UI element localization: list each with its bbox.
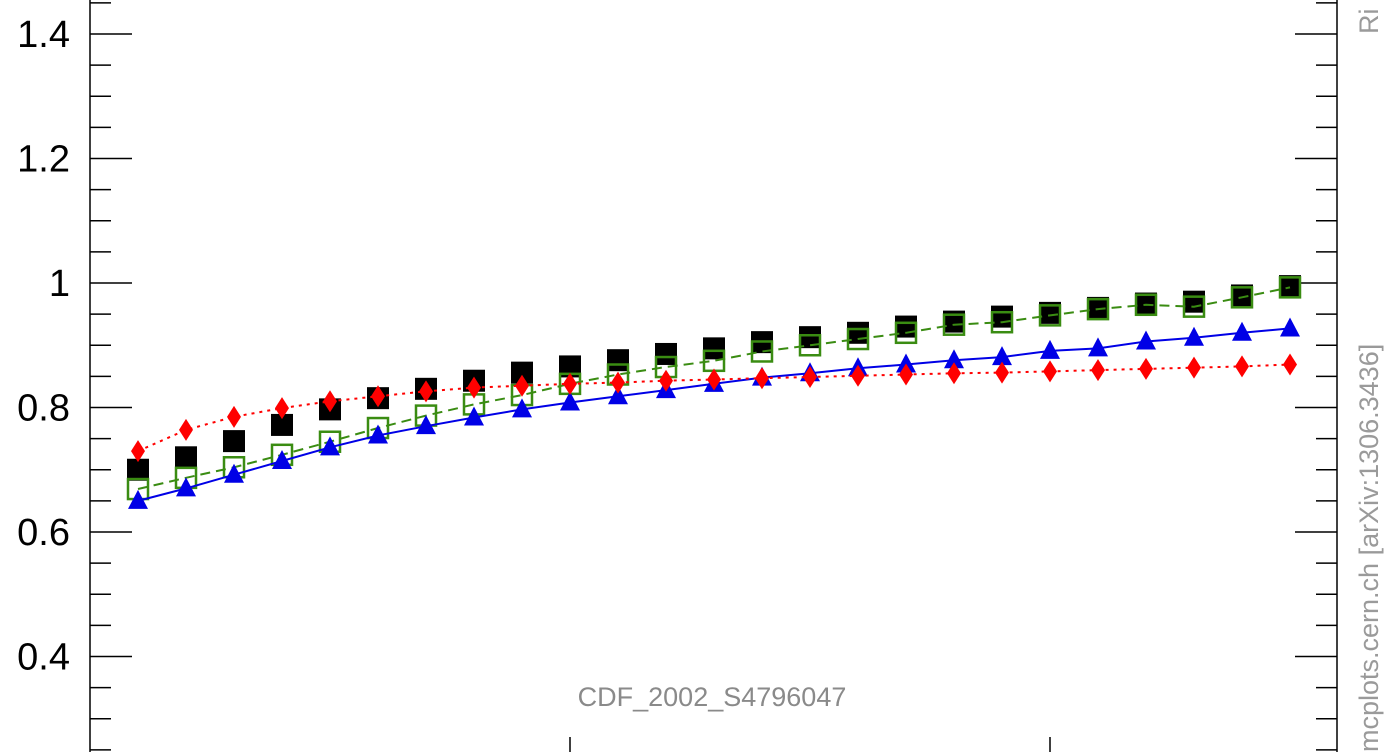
data-point — [511, 361, 533, 384]
data-point — [803, 365, 817, 388]
rivet-label-fragment: Ri — [1354, 9, 1384, 35]
data-point — [128, 489, 148, 509]
data-point — [1230, 286, 1254, 309]
data-point — [990, 310, 1014, 334]
data-point — [943, 310, 965, 333]
data-point — [655, 342, 677, 365]
data-point — [223, 430, 245, 453]
data-point — [275, 397, 289, 420]
data-point — [851, 364, 865, 387]
data-point — [894, 321, 918, 345]
data-point — [1184, 326, 1204, 346]
analysis-id-label: CDF_2002_S4796047 — [578, 682, 847, 712]
data-point — [1091, 359, 1105, 382]
data-point — [944, 349, 964, 369]
data-point — [419, 380, 433, 403]
data-point — [467, 376, 481, 399]
data-point — [1279, 275, 1301, 298]
data-point — [1136, 330, 1156, 350]
data-point — [1232, 321, 1252, 341]
y-tick-label: 0.4 — [17, 637, 70, 679]
data-point — [227, 405, 241, 428]
data-point — [515, 374, 529, 397]
data-point — [1043, 360, 1057, 383]
data-point — [1040, 339, 1060, 359]
data-point — [896, 353, 916, 373]
data-point — [512, 398, 532, 418]
data-point — [1135, 292, 1157, 315]
data-point — [1187, 356, 1201, 379]
series-filled-diamond — [131, 353, 1297, 463]
data-point — [323, 390, 337, 413]
data-point — [608, 385, 628, 405]
data-point — [371, 385, 385, 408]
data-point — [991, 305, 1013, 328]
data-point — [607, 349, 629, 372]
data-point — [271, 413, 293, 436]
data-point — [947, 362, 961, 385]
mcplots-reference-label: mcplots.cern.ch [arXiv:1306.3436] — [1354, 344, 1384, 752]
data-point — [1038, 304, 1062, 327]
data-point — [176, 477, 196, 497]
data-point — [1183, 290, 1205, 313]
data-point — [224, 463, 244, 483]
y-tick-label: 1 — [49, 263, 70, 305]
data-point — [179, 418, 193, 441]
data-point — [1139, 357, 1153, 380]
x-axis-ticks — [569, 737, 1051, 752]
data-point — [798, 334, 822, 357]
data-point — [1231, 284, 1253, 307]
data-point — [1235, 355, 1249, 378]
data-point — [175, 446, 197, 469]
data-point — [755, 367, 769, 390]
data-point — [464, 406, 484, 426]
data-point — [272, 450, 292, 470]
data-point — [942, 313, 966, 336]
data-point — [1134, 293, 1158, 317]
y-tick-label: 1.2 — [17, 139, 70, 181]
data-point — [611, 371, 625, 394]
y-axis-ticks: 0.4 0.6 0.8 1 1.2 1.4 — [17, 2, 1337, 751]
data-point — [559, 355, 581, 378]
data-point — [799, 326, 821, 349]
data-point — [1039, 301, 1061, 324]
data-point — [1278, 276, 1302, 299]
data-point — [1087, 296, 1109, 319]
data-point — [368, 424, 388, 444]
y-tick-label: 0.6 — [17, 512, 70, 554]
data-point — [127, 458, 149, 481]
data-point — [995, 361, 1009, 384]
data-point — [1283, 353, 1297, 376]
data-point — [1086, 297, 1110, 321]
y-tick-label: 1.4 — [17, 14, 70, 56]
data-point — [707, 368, 721, 391]
data-series — [126, 275, 1302, 509]
data-point — [992, 346, 1012, 366]
data-point — [846, 327, 870, 351]
data-point — [320, 436, 340, 456]
data-point — [1088, 337, 1108, 357]
data-point — [1182, 295, 1206, 318]
data-point — [899, 363, 913, 386]
data-point — [563, 372, 577, 395]
data-point — [703, 337, 725, 360]
data-point — [659, 369, 673, 392]
y-tick-label: 0.8 — [17, 388, 70, 430]
data-point — [750, 340, 774, 363]
data-point — [560, 391, 580, 411]
data-point — [131, 440, 145, 463]
data-point — [1280, 317, 1300, 337]
data-point — [416, 415, 436, 435]
